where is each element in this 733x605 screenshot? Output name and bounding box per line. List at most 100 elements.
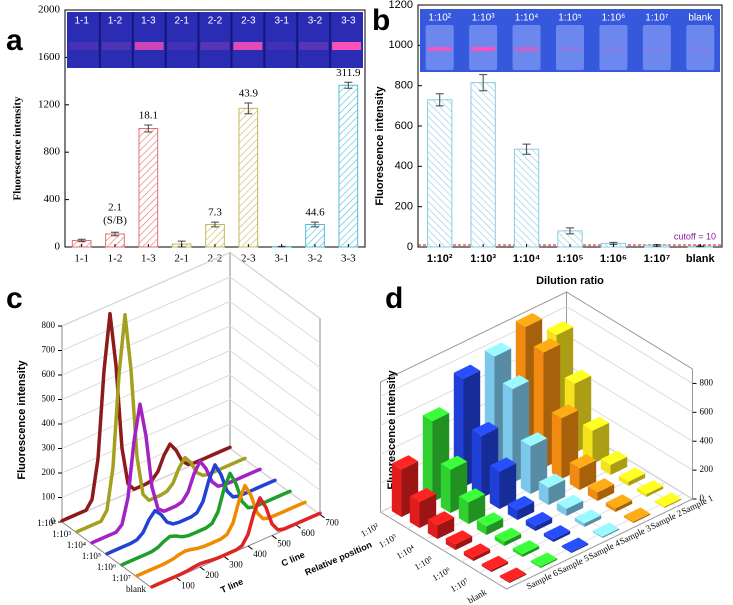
bar-3d [489, 457, 517, 509]
bar-top [561, 537, 589, 552]
bar-side [473, 549, 491, 561]
y-tick-label: 600 [395, 120, 413, 132]
bar-3d [538, 473, 566, 505]
strip-band [299, 42, 329, 50]
bar-3d [569, 454, 597, 490]
category-label: 1:10⁷ [449, 576, 471, 594]
bar-top [623, 507, 651, 522]
strip-band [200, 42, 230, 50]
bar-top [476, 512, 504, 527]
grid-line [61, 398, 321, 474]
y-tick-label: 0 [55, 241, 61, 253]
strip-band [601, 47, 626, 51]
strip-label: 2-2 [208, 16, 223, 27]
bar-front [587, 486, 598, 501]
spectrum-line [60, 311, 232, 523]
sb-note: (S/B) [103, 215, 127, 227]
bar-top [525, 511, 553, 526]
sb-ratio: 43.9 [239, 88, 259, 100]
y-tick-label: 1000 [389, 39, 413, 51]
strip-label: 1:10⁷ [645, 13, 668, 24]
error-bar [311, 221, 319, 228]
bar-front [476, 520, 487, 535]
strip-label: 3-3 [341, 16, 356, 27]
series-label: 1:10⁶ [97, 562, 116, 572]
bar-3d [481, 555, 509, 572]
bar-3d [499, 567, 527, 583]
z-tick-label: 700 [42, 345, 56, 355]
strip-label: 3-1 [274, 16, 289, 27]
bar-top [564, 369, 592, 384]
z-tick-label: 800 [42, 320, 56, 330]
y-tick-label: 200 [395, 201, 413, 213]
bar-3d [507, 495, 535, 520]
bar [238, 107, 259, 248]
x-tick [319, 514, 325, 519]
bar-side [566, 500, 584, 516]
bar-front [427, 519, 438, 539]
bar-front [561, 545, 572, 553]
strip-band [233, 42, 263, 50]
bar-top [592, 522, 620, 537]
bar [138, 128, 159, 248]
series-label: 1:10³ [52, 529, 71, 539]
bar-3d [592, 522, 620, 538]
bar-front [489, 465, 500, 509]
bar-front [543, 533, 554, 542]
floor-grid [443, 460, 630, 551]
panel-label: c [6, 282, 23, 315]
bar-front [481, 563, 492, 572]
x-tick-label: 300 [229, 559, 243, 569]
bar-front [525, 520, 536, 531]
x-tick-label: 200 [205, 570, 219, 580]
panel-label: d [385, 282, 403, 315]
bar-side [468, 494, 486, 524]
bar-side [646, 486, 664, 497]
bar-top [481, 555, 509, 570]
bar-3d [427, 511, 455, 539]
series-label: blank [126, 584, 146, 594]
bar-3d [476, 512, 504, 535]
z-tick-label: 500 [42, 394, 56, 404]
error-bar [211, 221, 219, 228]
bar-front [538, 481, 549, 505]
peak-annotation: C line [280, 549, 306, 568]
bar-top [489, 457, 517, 472]
strip-label: 1:10⁶ [602, 13, 626, 24]
grid-line [61, 423, 321, 498]
grid-line [61, 276, 321, 351]
bar-front [409, 496, 420, 528]
series-label: 1:10² [37, 518, 56, 528]
bar-3d [618, 467, 646, 486]
bar-side [509, 573, 527, 583]
category-label: 1:10⁶ [431, 565, 453, 583]
bar-front [463, 551, 474, 561]
bar [205, 223, 225, 248]
bar-front [582, 424, 593, 464]
x-tick-label: 400 [253, 549, 267, 559]
strip-band [266, 42, 296, 50]
bar-front [494, 535, 505, 546]
test-strip [556, 25, 584, 70]
bar [305, 223, 325, 248]
bar-top [636, 480, 664, 495]
y-tick-label: 800 [395, 80, 413, 92]
bar-front [512, 548, 523, 557]
x-tick-label: 1-3 [141, 253, 156, 265]
sb-ratio: 44.6 [305, 207, 325, 219]
bar-front [592, 530, 603, 538]
bar-top [520, 432, 548, 447]
x-tick-label: blank [686, 253, 716, 265]
x-tick [175, 577, 181, 582]
bar-front [499, 575, 510, 583]
bar-front [551, 412, 562, 479]
bar-top [533, 338, 561, 353]
series-label: Sample 4 [587, 537, 622, 561]
category-label: 1:10⁵ [413, 554, 435, 572]
bar-3d [561, 537, 589, 553]
series-label: 1:10⁴ [67, 540, 86, 550]
bar-top [458, 488, 486, 503]
y-tick-label: 800 [44, 146, 61, 158]
bar-top [600, 450, 628, 465]
